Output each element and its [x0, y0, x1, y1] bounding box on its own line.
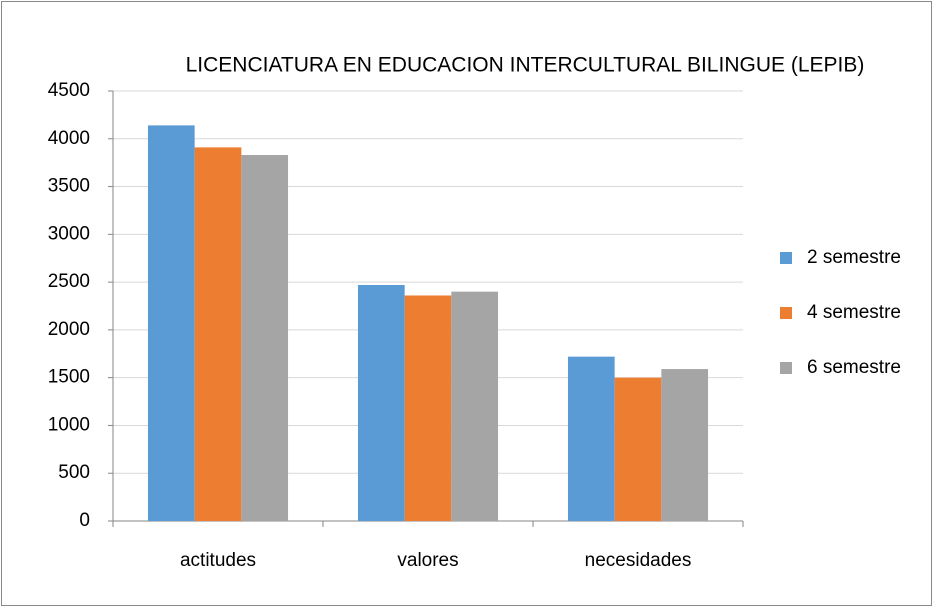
y-tick-label: 2000 — [48, 319, 90, 340]
bar — [567, 356, 615, 521]
bar — [451, 291, 499, 521]
legend-swatch — [780, 362, 792, 374]
y-tick-label: 4000 — [48, 128, 90, 149]
y-tick-label: 1500 — [48, 367, 90, 388]
bar — [241, 155, 289, 521]
x-tick-label: actitudes — [180, 550, 256, 571]
bar — [614, 377, 662, 521]
legend-label: 6 semestre — [807, 357, 901, 378]
bar — [194, 147, 242, 521]
bar — [661, 369, 709, 521]
y-tick-label: 0 — [79, 510, 90, 531]
x-tick-label: valores — [397, 550, 458, 571]
y-tick-label: 4500 — [48, 80, 90, 101]
y-tick-label: 500 — [58, 462, 90, 483]
chart-title: LICENCIATURA EN EDUCACION INTERCULTURAL … — [186, 54, 865, 77]
bar — [147, 125, 195, 522]
legend-swatch — [780, 252, 792, 264]
y-tick-label: 3500 — [48, 176, 90, 197]
bar — [404, 295, 452, 521]
y-tick-label: 2500 — [48, 271, 90, 292]
legend-swatch — [780, 307, 792, 319]
legend-label: 4 semestre — [807, 302, 901, 323]
bar — [357, 284, 405, 521]
x-tick-label: necesidades — [585, 550, 692, 571]
legend-label: 2 semestre — [807, 247, 901, 268]
y-tick-label: 1000 — [48, 414, 90, 435]
y-tick-label: 3000 — [48, 223, 90, 244]
